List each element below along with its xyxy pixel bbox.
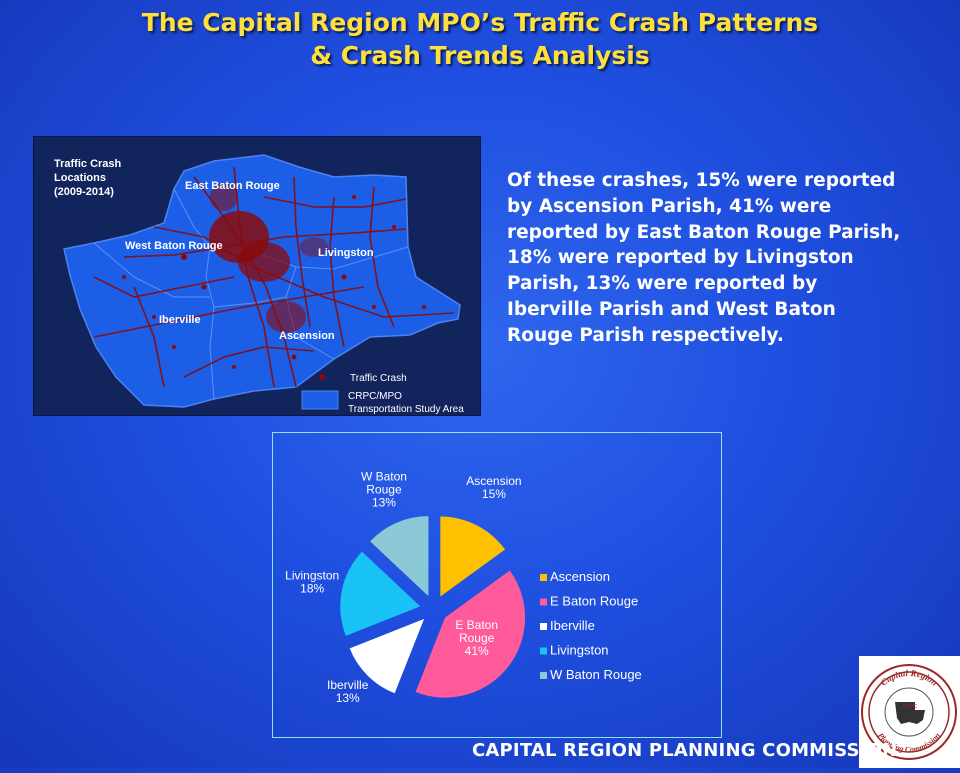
label-ascension: Ascension (279, 330, 335, 342)
label-west-baton-rouge: West Baton Rouge (125, 240, 223, 252)
pie-chart-svg: Ascension 15% E Baton Rouge 41% Iberville 13% L… (285, 469, 642, 705)
legend-label-livingston: Livingston (550, 643, 609, 658)
legend-swatch-ascension (540, 574, 547, 581)
pie-slice-e-baton-rouge (415, 570, 526, 698)
legend-swatch-iberville (540, 623, 547, 630)
legend-label-iberville: Iberville (550, 618, 595, 633)
data-label-e-baton-rouge: E Baton Rouge 41% (455, 618, 498, 658)
summary-text: Of these crashes, 15% were reported by A… (507, 170, 901, 346)
data-label-ascension: Ascension 15% (466, 474, 521, 501)
map-legend: Traffic Crash CRPC/MPO Transportation St… (301, 373, 464, 415)
map-svg: Traffic Crash Locations (2009-2014) East… (54, 154, 464, 415)
crash-share-pie-chart: Ascension 15% E Baton Rouge 41% Iberville 13% L… (272, 432, 722, 738)
legend-swatch-w-baton-rouge (540, 672, 547, 679)
data-label-w-baton-rouge: W Baton Rouge 13% (361, 469, 407, 509)
pie-slice-iberville (349, 618, 425, 694)
svg-text:CRPC: CRPC (903, 704, 918, 710)
legend-label-e-baton-rouge: E Baton Rouge (550, 594, 638, 609)
title-line-1: The Capital Region MPO’s Traffic Crash P… (141, 8, 819, 37)
legend-label-ascension: Ascension (550, 569, 610, 584)
map-title-line-1: Traffic Crash (54, 158, 122, 170)
pie-slice-livingston (340, 551, 421, 636)
legend-label-w-baton-rouge: W Baton Rouge (550, 667, 642, 682)
crpc-logo: Capital Region Planning Commission CRPC (859, 656, 960, 768)
slide-title: The Capital Region MPO’s Traffic Crash P… (0, 6, 960, 72)
legend-area-line-1: CRPC/MPO (348, 391, 402, 402)
crash-density-cluster (122, 183, 426, 369)
road-network (93, 166, 455, 388)
map-title-line-3: (2009-2014) (54, 186, 114, 198)
footer-organization: CAPITAL REGION PLANNING COMMISSION (472, 740, 898, 761)
crash-location-map: Traffic Crash Locations (2009-2014) East… (33, 136, 481, 416)
map-title-line-2: Locations (54, 172, 106, 184)
pie-slice-ascension (440, 516, 506, 597)
crash-legend-swatch (319, 374, 325, 380)
area-legend-swatch (301, 390, 339, 410)
pie-slice-w-baton-rouge (370, 516, 429, 597)
legend-swatch-e-baton-rouge (540, 598, 547, 606)
label-east-baton-rouge: East Baton Rouge (185, 180, 280, 192)
label-iberville: Iberville (159, 314, 201, 326)
label-livingston: Livingston (318, 247, 374, 259)
legend-crash-label: Traffic Crash (350, 373, 407, 384)
data-label-livingston: Livingston 18% (285, 568, 339, 595)
data-label-iberville: Iberville 13% (327, 678, 369, 705)
title-line-2: & Crash Trends Analysis (310, 41, 650, 70)
legend-area-line-2: Transportation Study Area (348, 404, 464, 415)
legend-swatch-livingston (540, 647, 547, 655)
crpc-seal: Capital Region Planning Commission CRPC (861, 664, 957, 760)
